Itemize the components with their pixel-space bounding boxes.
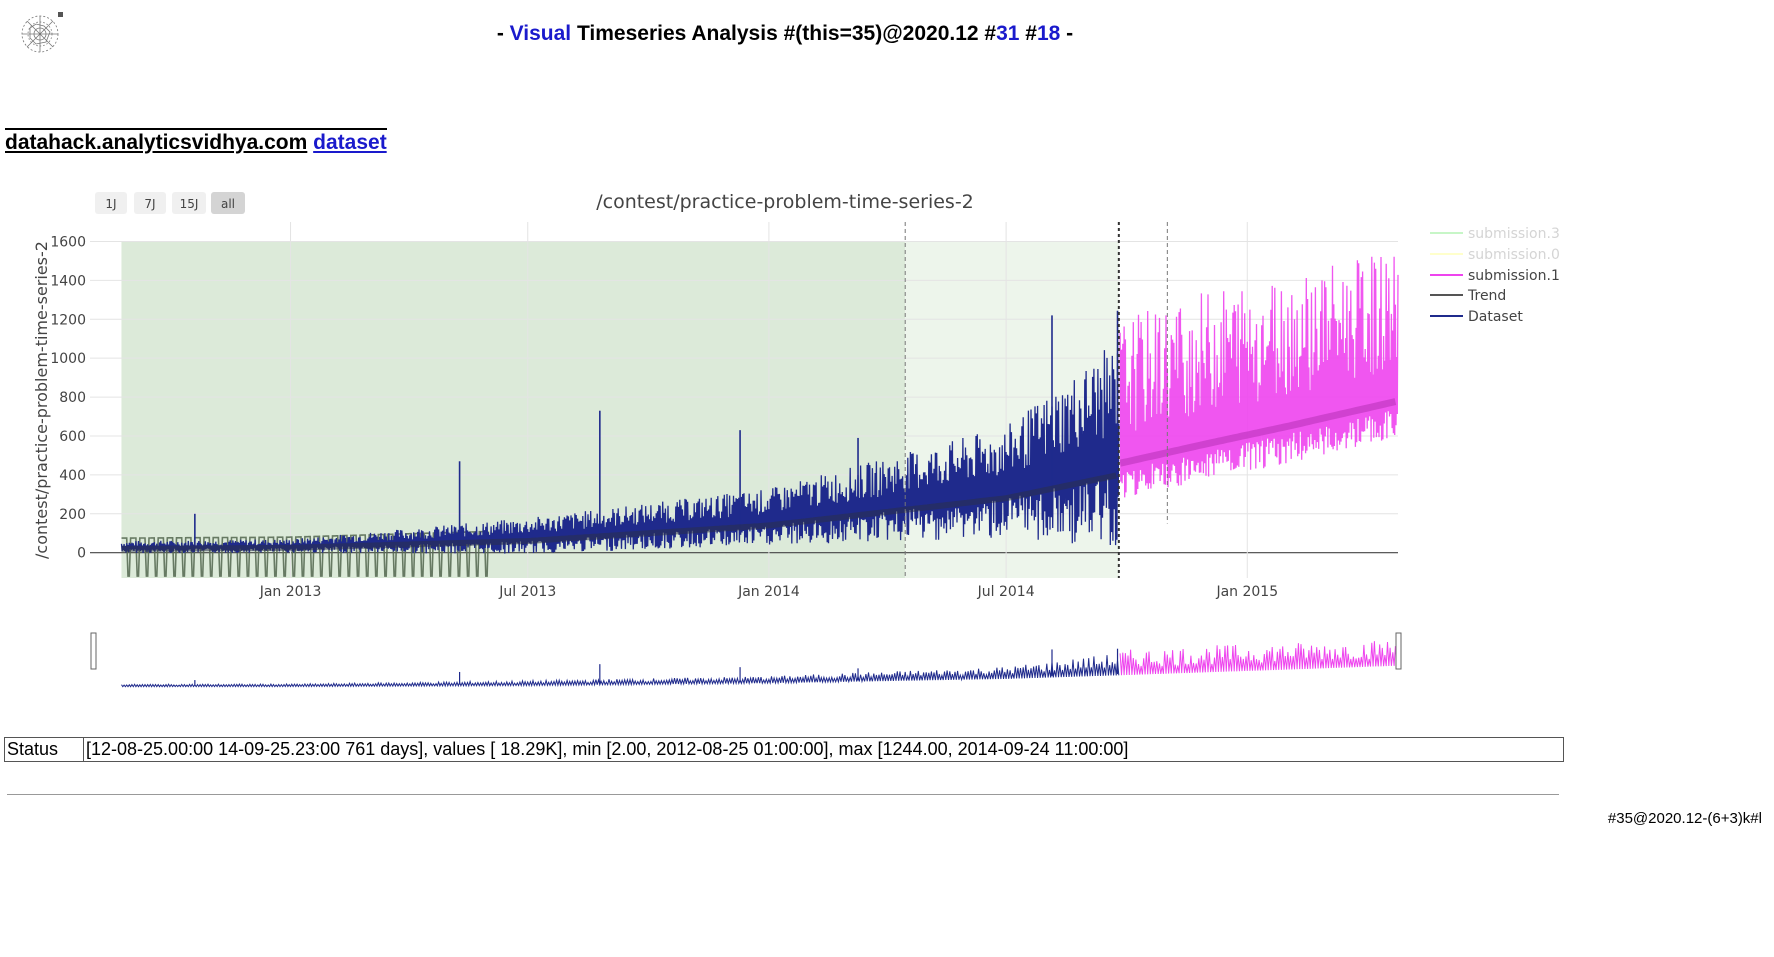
legend-label: Trend (1467, 288, 1506, 304)
legend-label: submission.1 (1468, 268, 1560, 284)
logo-icon (21, 12, 63, 53)
range-button-bg (95, 192, 127, 214)
range-button-bg (172, 192, 206, 214)
slider-dataset-line (121, 655, 1120, 688)
page-title: - Visual Timeseries Analysis #(this=35)@… (496, 22, 1074, 45)
legend-item-Dataset[interactable]: Dataset (1430, 309, 1523, 325)
status-label: Status (5, 738, 84, 761)
submission-1-trend (1119, 398, 1397, 467)
trend-line (121, 472, 1117, 552)
range-button-1J[interactable]: 1J (95, 192, 127, 214)
y-tick-label: 1400 (50, 273, 86, 289)
status-text: [12-08-25.00:00 14-09-25.23:00 761 days]… (86, 739, 1129, 759)
range-button-label: 7J (144, 197, 155, 211)
legend-item-submission-0[interactable]: submission.0 (1430, 247, 1560, 263)
chart-container: /contest/practice-problem-time-series-2 1… (0, 180, 1570, 710)
range-button-bg (134, 192, 166, 214)
link-18[interactable]: 18 (1036, 22, 1061, 45)
y-tick-label: 1000 (50, 351, 86, 367)
range-button-all[interactable]: all (211, 192, 245, 214)
range-slider[interactable] (90, 632, 1402, 688)
range-button-15J[interactable]: 15J (172, 192, 206, 214)
legend-label: submission.0 (1468, 247, 1560, 263)
legend-label: Dataset (1468, 309, 1523, 325)
y-tick-label: 1600 (50, 234, 86, 250)
link-31[interactable]: 31 (996, 22, 1020, 45)
y-axis-label: /contest/practice-problem-time-series-2 (32, 241, 51, 559)
range-button-label: 15J (180, 197, 199, 211)
legend-item-Trend[interactable]: Trend (1430, 288, 1506, 304)
legend-item-submission-1[interactable]: submission.1 (1430, 268, 1560, 284)
range-button-bg (211, 192, 245, 214)
legend-item-submission-3[interactable]: submission.3 (1430, 226, 1560, 242)
dataset-heading: datahack.analyticsvidhya.com dataset (5, 128, 387, 156)
y-tick-label: 1200 (50, 312, 86, 328)
y-tick-label: 0 (77, 546, 86, 562)
trend-weekly-line (121, 530, 490, 577)
timeseries-chart[interactable]: /contest/practice-problem-time-series-21… (0, 180, 1570, 710)
x-tick-label: Jul 2014 (977, 584, 1035, 600)
chart-title: /contest/practice-problem-time-series-2 (596, 191, 974, 213)
footer-text: #35@2020.12-(6+3)k#l (1607, 810, 1762, 827)
range-button-label: 1J (105, 197, 116, 211)
submission-1-line (1119, 256, 1399, 498)
legend-label: submission.3 (1468, 226, 1560, 242)
y-tick-label: 400 (59, 468, 86, 484)
y-tick-label: 200 (59, 507, 86, 523)
x-tick-label: Jan 2015 (1215, 584, 1278, 600)
dataset-link[interactable]: dataset (313, 131, 387, 154)
x-tick-label: Jul 2013 (498, 584, 556, 600)
status-bar: Status [12-08-25.00:00 14-09-25.23:00 76… (4, 737, 1564, 762)
slider-handle-right (1395, 632, 1402, 670)
y-tick-label: 600 (59, 429, 86, 445)
slider-handle-left (90, 632, 97, 670)
y-tick-label: 800 (59, 390, 86, 406)
range-button-label: all (221, 197, 235, 211)
range-button-7J[interactable]: 7J (134, 192, 166, 214)
visual-link[interactable]: Visual (509, 22, 572, 45)
x-tick-label: Jan 2013 (259, 584, 322, 600)
site-link[interactable]: datahack.analyticsvidhya.com (5, 131, 308, 154)
slider-submission-line (1119, 641, 1399, 676)
divider (7, 794, 1559, 795)
x-tick-label: Jan 2014 (737, 584, 800, 600)
